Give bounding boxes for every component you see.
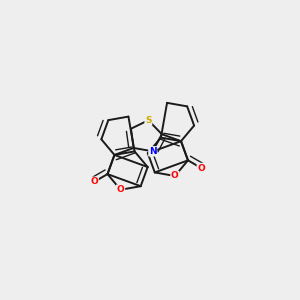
Text: N: N <box>149 147 157 156</box>
Text: O: O <box>90 177 98 186</box>
Text: O: O <box>171 172 179 181</box>
Text: S: S <box>145 116 152 125</box>
Text: O: O <box>197 164 205 172</box>
Text: O: O <box>117 185 124 194</box>
